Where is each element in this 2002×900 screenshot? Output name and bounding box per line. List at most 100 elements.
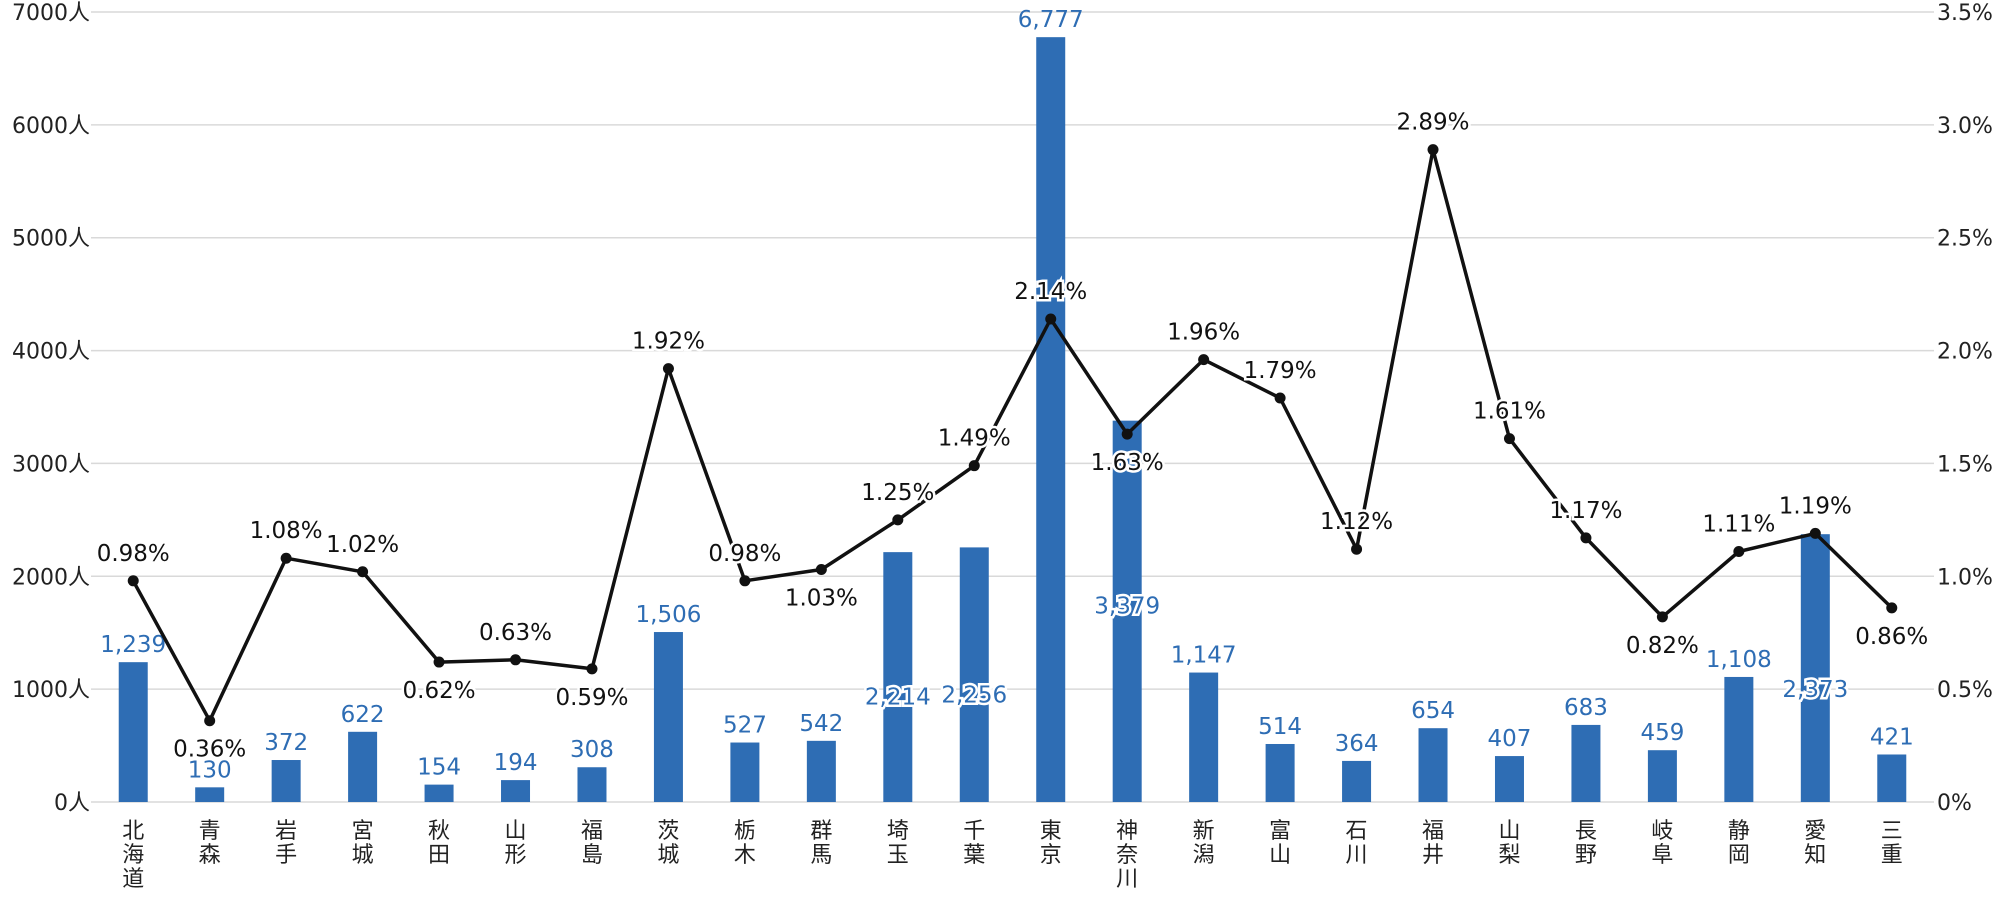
bar-data-labels: 1,239 130 372 622 154 194 308 1,506 527 542 2,214 2… bbox=[100, 7, 1913, 783]
right-tick-label: 0.5% bbox=[1937, 678, 1993, 703]
category-label-char: 秋 bbox=[428, 819, 450, 844]
right-tick-label: 2.0% bbox=[1937, 340, 1993, 365]
line-value-label: 1.19% bbox=[1779, 493, 1852, 519]
right-tick-label: 0% bbox=[1937, 791, 1972, 816]
line-value-label: 1.25% bbox=[861, 480, 934, 506]
line-value-label: 1.96% bbox=[1167, 320, 1240, 346]
left-axis: 0人 1000人 2000人 3000人 4000人 5000人 6000人 7000人 bbox=[12, 1, 90, 816]
line-value-label: 1.11% bbox=[1702, 511, 1775, 537]
category-label-char: 岩 bbox=[275, 819, 297, 844]
line-value-label: 1.92% bbox=[632, 329, 705, 355]
left-tick-label: 2000人 bbox=[12, 565, 90, 590]
line-value-label: 0.62% bbox=[403, 678, 476, 704]
line-value-label: 1.61% bbox=[1473, 399, 1546, 425]
bar-value-label: 2,373 bbox=[1782, 677, 1848, 703]
line-point bbox=[1121, 428, 1133, 440]
line-value-label: 0.98% bbox=[97, 541, 170, 567]
bar bbox=[959, 547, 989, 802]
category-label-char: 川 bbox=[1116, 867, 1138, 892]
category-label-char: 海 bbox=[122, 843, 144, 868]
bar bbox=[1494, 756, 1524, 802]
bar-value-label: 3,379 bbox=[1094, 594, 1160, 620]
line-point bbox=[662, 363, 674, 375]
line-point bbox=[1045, 313, 1057, 325]
category-label-char: 静 bbox=[1728, 819, 1750, 844]
left-tick-label: 5000人 bbox=[12, 227, 90, 252]
line-point bbox=[204, 715, 216, 727]
category-label-char: 島 bbox=[581, 843, 603, 868]
bar bbox=[1571, 724, 1601, 802]
bar bbox=[1418, 728, 1448, 802]
line-point bbox=[357, 566, 369, 578]
bar-value-label: 542 bbox=[799, 711, 843, 737]
line-value-label: 2.89% bbox=[1396, 110, 1469, 136]
bar-value-label: 407 bbox=[1488, 726, 1532, 752]
category-label-char: 岐 bbox=[1651, 819, 1673, 844]
category-label-char: 阜 bbox=[1651, 843, 1673, 868]
line-point bbox=[510, 654, 522, 666]
bar bbox=[883, 552, 913, 802]
bar-value-label: 1,239 bbox=[100, 632, 166, 658]
bar bbox=[195, 787, 225, 802]
line-point bbox=[1580, 532, 1592, 544]
category-label-char: 山 bbox=[505, 819, 527, 844]
gridlines bbox=[91, 11, 1934, 803]
line-value-label: 1.17% bbox=[1549, 498, 1622, 524]
bar-value-label: 130 bbox=[188, 757, 232, 783]
category-label-char: 三 bbox=[1881, 819, 1903, 844]
right-tick-label: 2.5% bbox=[1937, 227, 1993, 252]
line-value-label: 1.03% bbox=[785, 586, 858, 612]
category-label-char: 馬 bbox=[810, 843, 832, 868]
line-point bbox=[815, 564, 827, 576]
line-series bbox=[127, 144, 1898, 727]
line-value-label: 1.63% bbox=[1091, 450, 1164, 476]
bar bbox=[1724, 676, 1754, 802]
bar bbox=[1800, 534, 1830, 802]
bar bbox=[653, 632, 683, 802]
category-label-char: 重 bbox=[1881, 843, 1903, 868]
bar bbox=[501, 780, 531, 802]
left-tick-label: 0人 bbox=[54, 791, 90, 816]
bar-value-label: 683 bbox=[1564, 695, 1608, 721]
line-value-label: 0.82% bbox=[1626, 633, 1699, 659]
category-label-char: 森 bbox=[199, 843, 221, 868]
bar-series bbox=[118, 37, 1907, 803]
right-axis: 0% 0.5% 1.0% 1.5% 2.0% 2.5% 3.0% 3.5% bbox=[1937, 1, 1993, 816]
bar bbox=[118, 662, 148, 802]
line-value-label: 0.86% bbox=[1855, 624, 1928, 650]
category-label-char: 長 bbox=[1575, 819, 1597, 844]
bar-value-label: 459 bbox=[1640, 720, 1684, 746]
category-label-char: 川 bbox=[1346, 843, 1368, 868]
category-label-char: 城 bbox=[352, 843, 374, 868]
line-value-label: 1.79% bbox=[1244, 358, 1317, 384]
category-label-char: 栃 bbox=[734, 819, 756, 844]
category-label-char: 岡 bbox=[1728, 843, 1750, 868]
line-value-label: 0.63% bbox=[479, 620, 552, 646]
bar bbox=[1265, 743, 1295, 802]
line-value-label: 0.98% bbox=[708, 541, 781, 567]
category-label-char: 道 bbox=[122, 867, 144, 892]
line-point bbox=[1733, 545, 1745, 557]
category-label-char: 青 bbox=[199, 819, 221, 844]
category-label-char: 東 bbox=[1040, 819, 1062, 844]
category-label-char: 城 bbox=[657, 843, 679, 868]
line-point bbox=[1656, 611, 1668, 623]
bar bbox=[1647, 750, 1677, 802]
category-label-char: 埼 bbox=[887, 819, 909, 844]
bar bbox=[806, 740, 836, 802]
category-label-char: 京 bbox=[1040, 843, 1062, 868]
category-label-char: 田 bbox=[428, 843, 450, 868]
bar bbox=[1342, 760, 1372, 802]
bar-value-label: 1,506 bbox=[636, 602, 702, 628]
category-label-char: 新 bbox=[1193, 819, 1215, 844]
category-label-char: 奈 bbox=[1116, 843, 1138, 868]
line-point bbox=[1886, 602, 1898, 614]
category-label-char: 潟 bbox=[1193, 843, 1215, 868]
bar-value-label: 654 bbox=[1411, 698, 1455, 724]
category-label-char: 茨 bbox=[657, 819, 679, 844]
line-data-labels: 0.98% 0.36% 1.08%1.02% 0.62% 0.63% 0.59% 1.92%… bbox=[94, 107, 1931, 765]
bar-value-label: 421 bbox=[1870, 724, 1914, 750]
bar-value-label: 372 bbox=[264, 730, 308, 756]
line-point bbox=[280, 552, 292, 564]
